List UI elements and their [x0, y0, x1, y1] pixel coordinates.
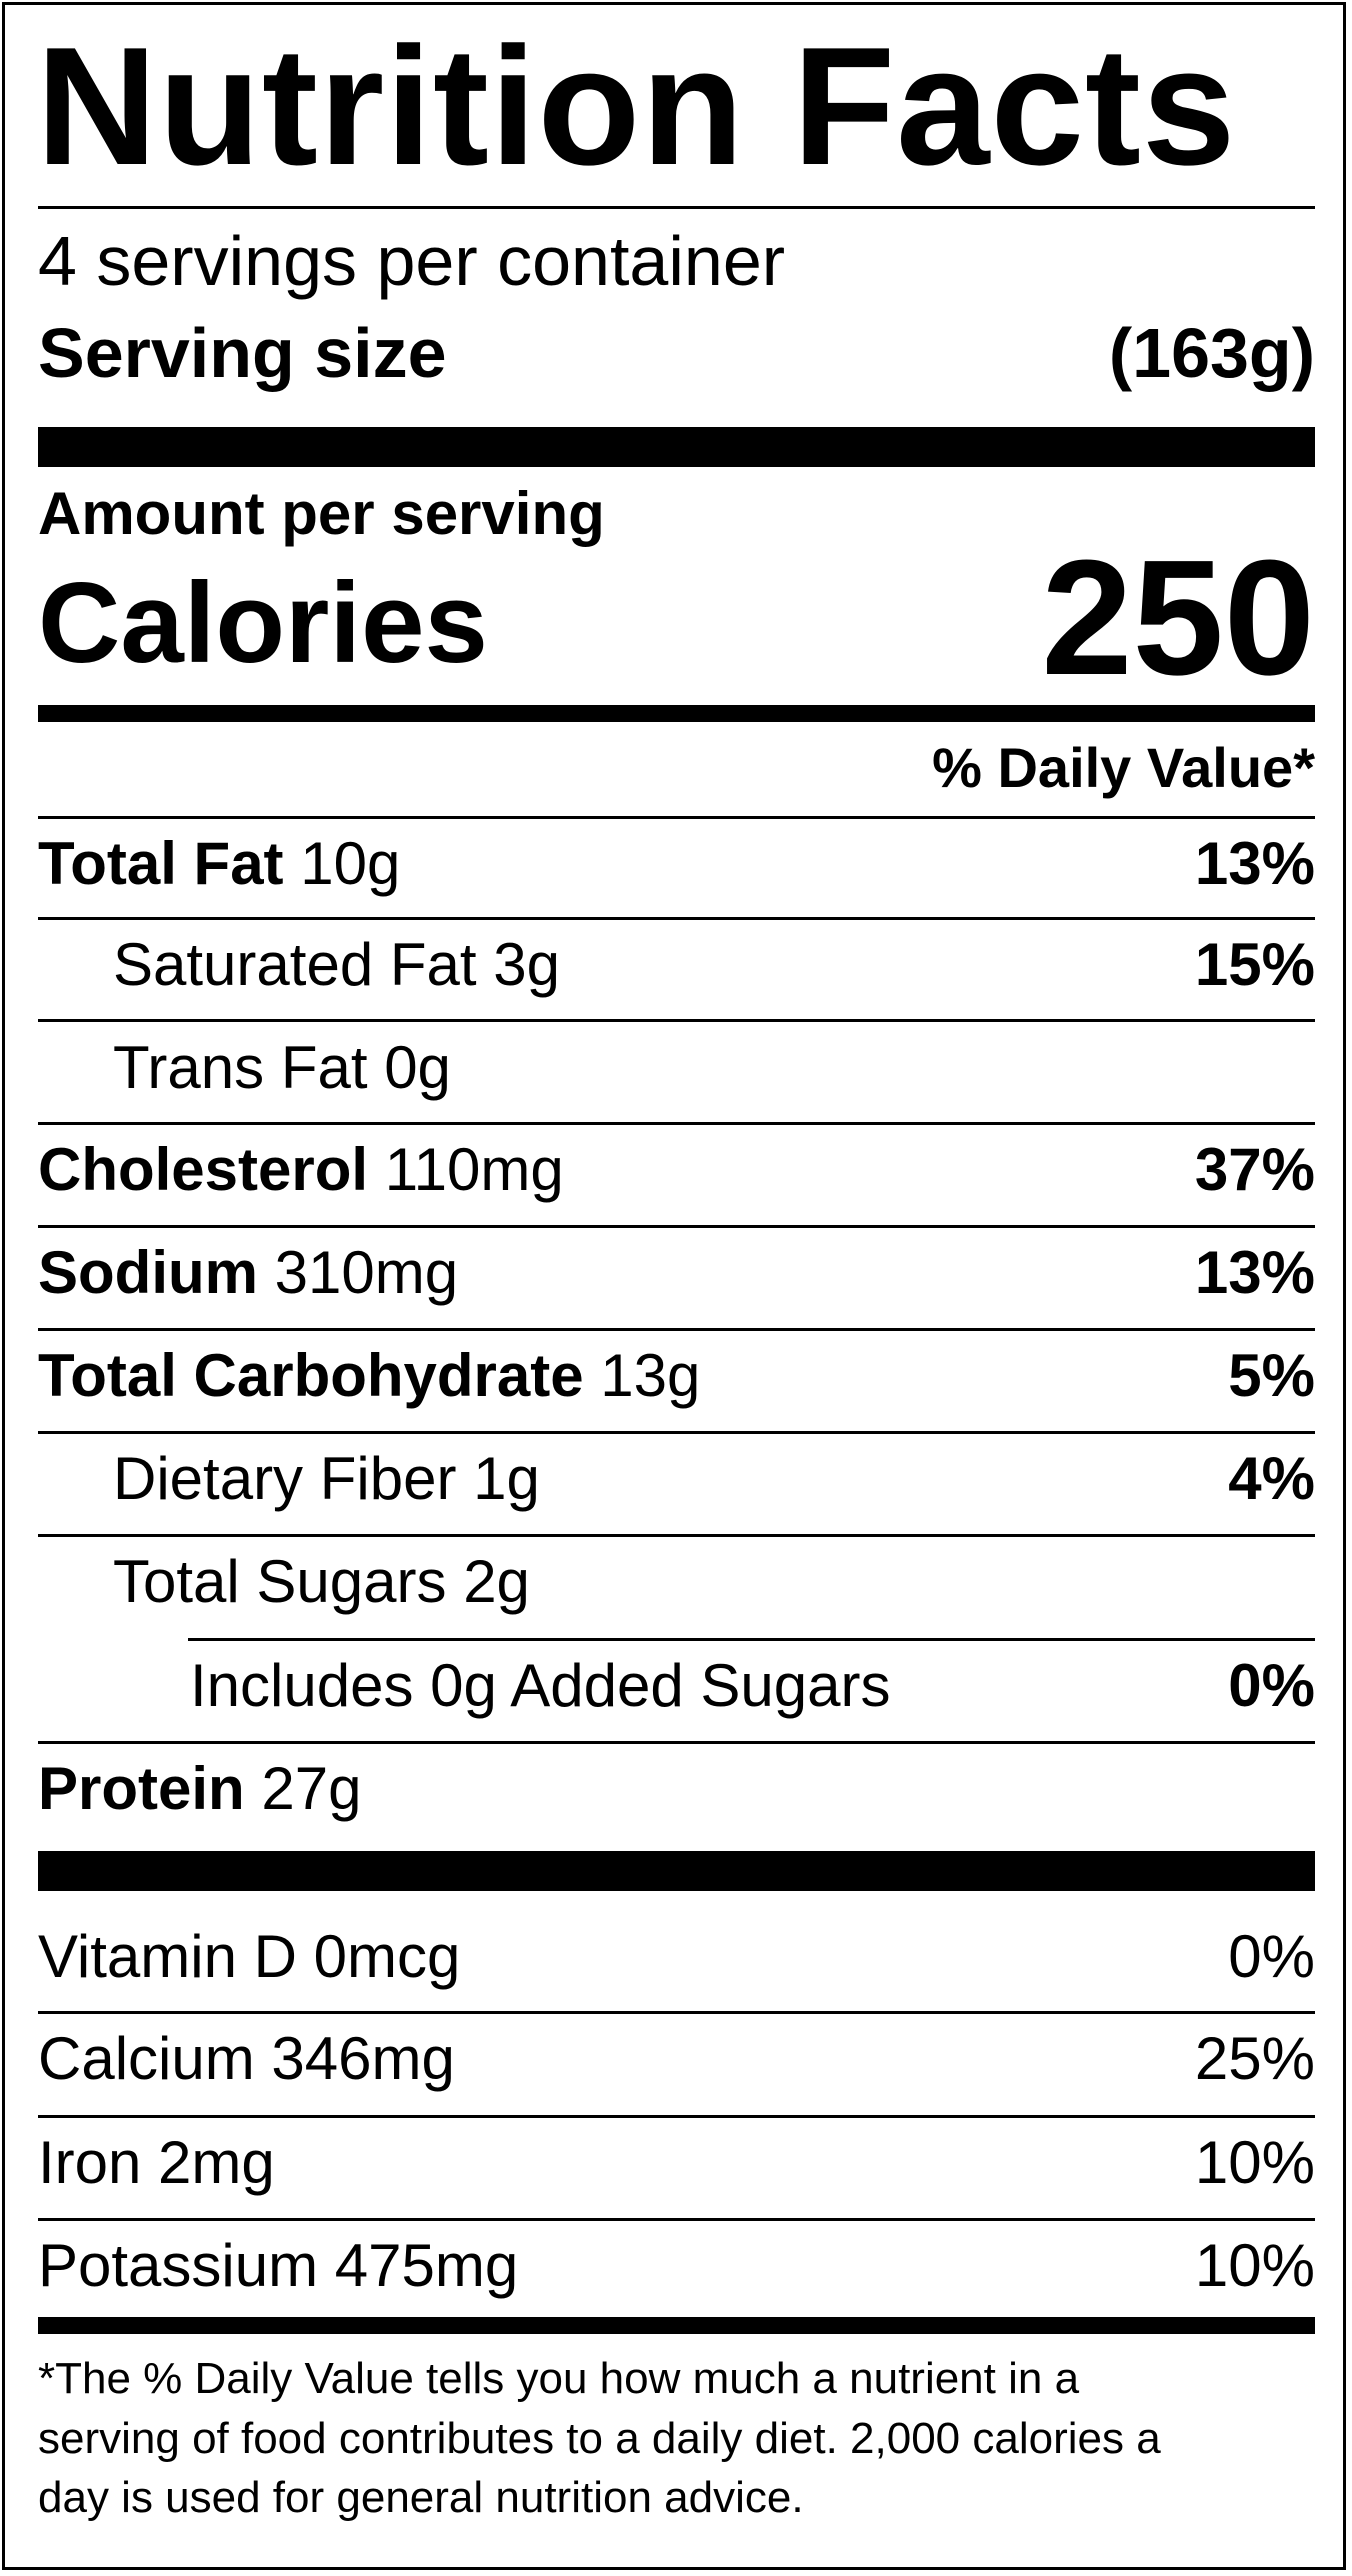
nutrient-name: Includes 0g Added Sugars [190, 1652, 891, 1719]
thick-divider [38, 1851, 1315, 1891]
potassium-dv: 10% [1194, 2232, 1315, 2299]
divider [38, 206, 1315, 209]
nutrient-dv: 13% [1194, 830, 1315, 897]
nutrient-dv: 37% [1194, 1136, 1315, 1203]
nutrient-row-total-carbohydrate: Total Carbohydrate 13g [38, 1346, 700, 1406]
daily-value-header: % Daily Value* [932, 736, 1315, 799]
footnote-line: serving of food contributes to a daily d… [38, 2414, 1161, 2463]
divider [38, 1019, 1315, 1022]
medium-divider [38, 705, 1315, 722]
nutrient-row-dietary-fiber: Dietary Fiber 1g [113, 1449, 540, 1509]
divider [38, 1122, 1315, 1125]
nutrient-row-saturated-fat: Saturated Fat 3g [113, 935, 560, 995]
iron-label: Iron 2mg [38, 2129, 275, 2196]
serving-size-label: Serving size [38, 314, 447, 392]
nutrient-dv: 13% [1194, 1239, 1315, 1306]
divider [38, 917, 1315, 920]
label-title: Nutrition Facts [36, 12, 1237, 200]
amount-per-serving: Amount per serving [38, 480, 605, 547]
nutrient-dv: 0% [1228, 1652, 1315, 1719]
nutrient-name: Sodium [38, 1239, 258, 1306]
iron-dv: 10% [1194, 2129, 1315, 2196]
nutrient-name: Dietary Fiber [113, 1445, 457, 1512]
nutrient-amount: 10g [300, 830, 401, 897]
divider [38, 2011, 1315, 2014]
divider [38, 1741, 1315, 1744]
divider [38, 2115, 1315, 2118]
calcium-dv: 25% [1194, 2025, 1315, 2092]
vitamin-d-label: Vitamin D 0mcg [38, 1923, 461, 1990]
nutrient-row-sodium: Sodium 310mg [38, 1243, 458, 1303]
calories-value: 250 [1041, 526, 1315, 709]
nutrient-name: Protein [38, 1755, 245, 1822]
calcium-label: Calcium 346mg [38, 2025, 455, 2092]
serving-size-value: (163g) [1108, 314, 1315, 392]
nutrient-amount: 13g [600, 1342, 701, 1409]
divider [38, 816, 1315, 819]
thick-divider [38, 427, 1315, 467]
nutrient-amount: 1g [473, 1445, 540, 1512]
nutrient-row-total-sugars: Total Sugars 2g [113, 1552, 530, 1612]
nutrient-amount: 110mg [384, 1136, 564, 1203]
nutrient-row-trans-fat: Trans Fat 0g [113, 1038, 451, 1098]
medium-divider [38, 2317, 1315, 2334]
nutrient-row-added-sugars: Includes 0g Added Sugars [190, 1656, 891, 1716]
nutrient-row-cholesterol: Cholesterol 110mg [38, 1140, 564, 1200]
nutrient-amount: 2g [463, 1548, 530, 1615]
vitamin-d-dv: 0% [1228, 1923, 1315, 1990]
servings-per-container: 4 servings per container [38, 222, 786, 300]
nutrient-amount: 3g [493, 931, 560, 998]
nutrient-row-protein: Protein 27g [38, 1759, 361, 1819]
nutrient-amount: 310mg [274, 1239, 459, 1306]
footnote-line: *The % Daily Value tells you how much a … [38, 2354, 1080, 2403]
nutrient-name: Cholesterol [38, 1136, 369, 1203]
divider [38, 1225, 1315, 1228]
nutrient-dv: 5% [1228, 1342, 1315, 1409]
calories-label: Calories [38, 560, 488, 687]
footnote-line: day is used for general nutrition advice… [38, 2473, 804, 2522]
divider [38, 1534, 1315, 1537]
nutrient-amount: 0g [384, 1034, 451, 1101]
nutrient-dv: 4% [1228, 1445, 1315, 1512]
nutrient-name: Total Fat [38, 830, 284, 897]
potassium-label: Potassium 475mg [38, 2232, 519, 2299]
nutrient-name: Total Sugars [113, 1548, 447, 1615]
divider [38, 1431, 1315, 1434]
nutrient-name: Total Carbohydrate [38, 1342, 584, 1409]
nutrient-name: Saturated Fat [113, 931, 477, 998]
nutrient-amount: 27g [261, 1755, 362, 1822]
nutrient-dv: 15% [1194, 931, 1315, 998]
nutrient-row-total-fat: Total Fat 10g [38, 834, 400, 894]
divider [38, 1328, 1315, 1331]
nutrient-name: Trans Fat [113, 1034, 368, 1101]
divider [38, 2218, 1315, 2221]
divider-indented [188, 1638, 1315, 1641]
